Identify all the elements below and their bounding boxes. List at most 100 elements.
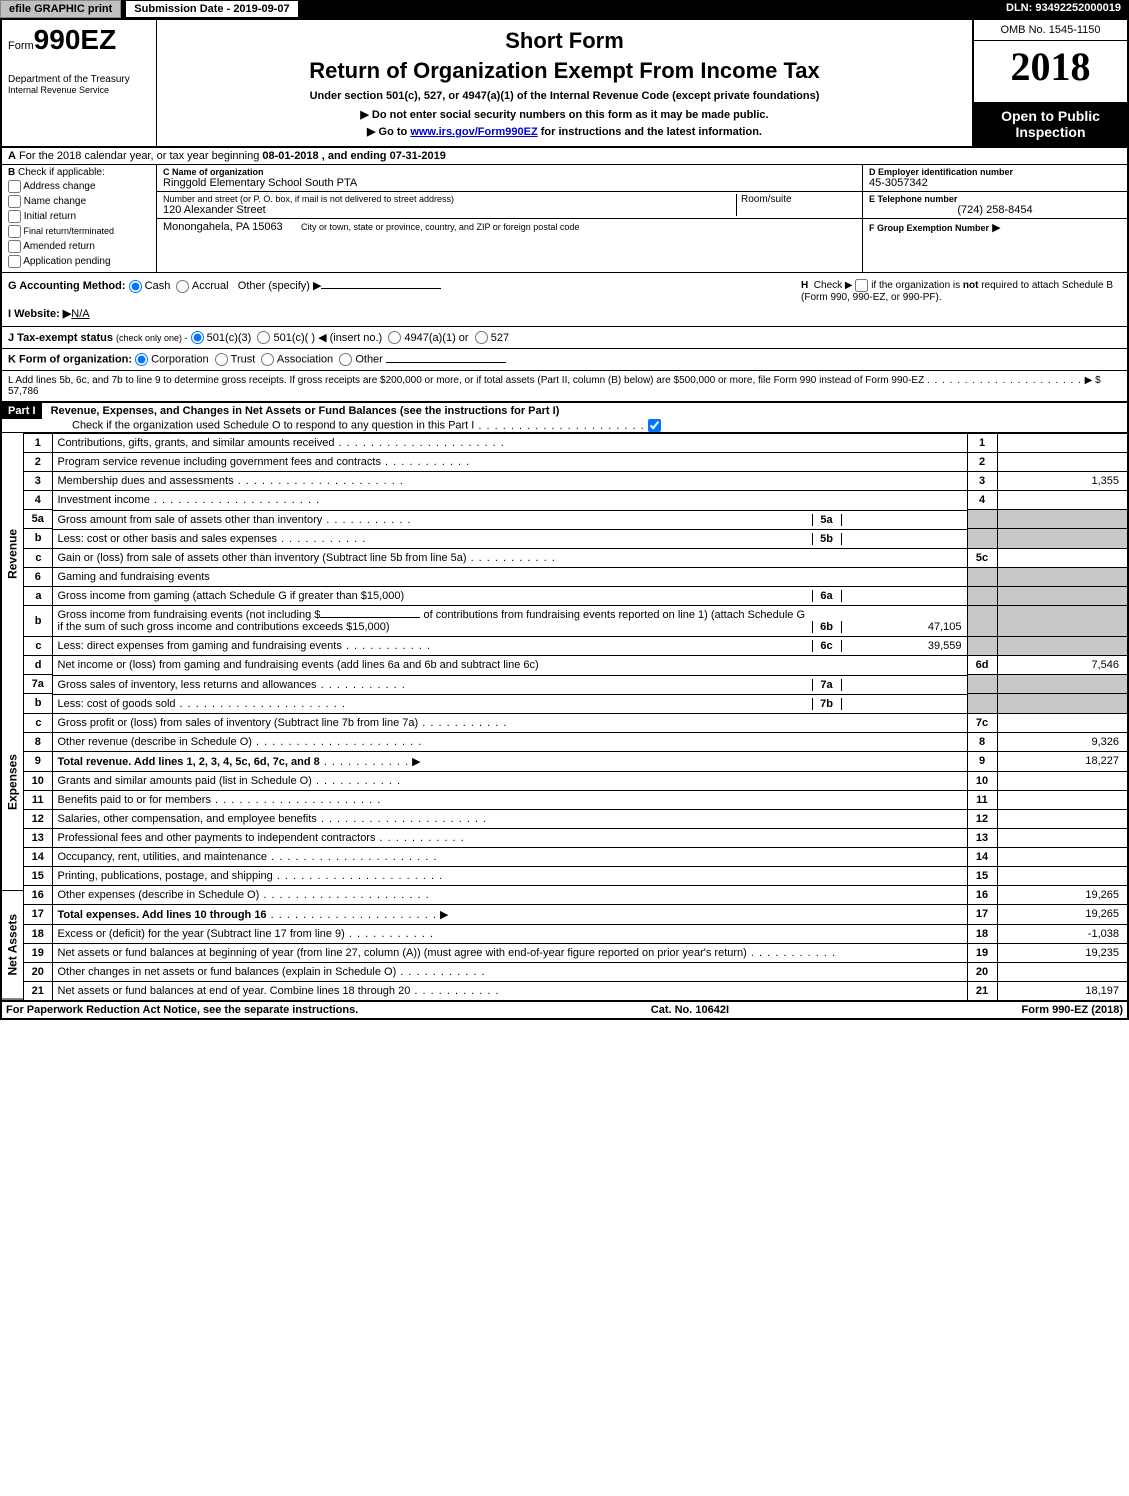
city: Monongahela, PA 15063 bbox=[163, 221, 283, 233]
l17-arrow-icon bbox=[437, 909, 449, 921]
line-1: 1Contributions, gifts, grants, and simil… bbox=[24, 434, 1127, 453]
side-revenue: Revenue bbox=[2, 433, 23, 675]
radio-assoc[interactable] bbox=[261, 353, 274, 366]
chk-initial-return[interactable]: Initial return bbox=[8, 210, 150, 223]
lbl-corp: Corporation bbox=[151, 354, 208, 366]
l4-desc: Investment income bbox=[58, 494, 150, 506]
lbl-other-org: Other bbox=[355, 354, 383, 366]
l15-val bbox=[997, 866, 1127, 885]
b-check-if: Check if applicable: bbox=[18, 167, 105, 178]
line-8: 8 Other revenue (describe in Schedule O) 8… bbox=[24, 732, 1127, 751]
l18-desc: Excess or (deficit) for the year (Subtra… bbox=[58, 928, 345, 940]
l18-num: 18 bbox=[24, 924, 52, 943]
line-4: 4Investment income4 bbox=[24, 491, 1127, 510]
line-18: 18 Excess or (deficit) for the year (Subt… bbox=[24, 924, 1127, 943]
l11-val bbox=[997, 790, 1127, 809]
line-11: 11Benefits paid to or for members11 bbox=[24, 790, 1127, 809]
l6c-mv: 39,559 bbox=[842, 640, 962, 652]
footer-cat: Cat. No. 10642I bbox=[358, 1004, 1021, 1016]
g-label: G Accounting Method: bbox=[8, 280, 126, 292]
chk-name-change[interactable]: Name change bbox=[8, 195, 150, 208]
l12-desc: Salaries, other compensation, and employ… bbox=[58, 813, 317, 825]
l14-val bbox=[997, 847, 1127, 866]
radio-other-org[interactable] bbox=[339, 353, 352, 366]
j-small: (check only one) - bbox=[116, 333, 188, 343]
l6b-rlbl bbox=[967, 605, 997, 636]
l8-desc: Other revenue (describe in Schedule O) bbox=[58, 736, 252, 748]
submission-date: Submission Date - 2019-09-07 bbox=[125, 0, 298, 18]
l6d-rlbl: 6d bbox=[967, 656, 997, 675]
l7b-rlbl bbox=[967, 694, 997, 714]
radio-corp[interactable] bbox=[135, 353, 148, 366]
line-14: 14Occupancy, rent, utilities, and mainte… bbox=[24, 847, 1127, 866]
l9-num: 9 bbox=[24, 751, 52, 771]
l3-val: 1,355 bbox=[997, 472, 1127, 491]
l6a-rlbl bbox=[967, 586, 997, 605]
l5a-rlbl bbox=[967, 510, 997, 529]
line-5a: 5aGross amount from sale of assets other… bbox=[24, 510, 1127, 529]
l12-rlbl: 12 bbox=[967, 809, 997, 828]
line-16: 16Other expenses (describe in Schedule O… bbox=[24, 885, 1127, 904]
footer-right: Form 990-EZ (2018) bbox=[1022, 1004, 1123, 1016]
a-end: 07-31-2019 bbox=[390, 150, 446, 162]
line-13: 13Professional fees and other payments t… bbox=[24, 828, 1127, 847]
side-expenses: Expenses bbox=[2, 675, 23, 891]
l6-val bbox=[997, 567, 1127, 586]
irs-link[interactable]: www.irs.gov/Form990EZ bbox=[410, 126, 537, 138]
l16-desc: Other expenses (describe in Schedule O) bbox=[58, 889, 260, 901]
l5a-val bbox=[997, 510, 1127, 529]
return-title: Return of Organization Exempt From Incom… bbox=[165, 58, 964, 84]
l5c-rlbl: 5c bbox=[967, 548, 997, 567]
radio-501c[interactable] bbox=[257, 331, 270, 344]
chk-amended-return[interactable]: Amended return bbox=[8, 240, 150, 253]
irs-label: Internal Revenue Service bbox=[8, 85, 150, 95]
efile-print-button[interactable]: efile GRAPHIC print bbox=[0, 0, 121, 18]
l17-val: 19,265 bbox=[997, 904, 1127, 924]
l5b-val bbox=[997, 529, 1127, 549]
radio-cash[interactable] bbox=[129, 280, 142, 293]
h-text1: if the organization is bbox=[871, 280, 963, 291]
l7b-mv bbox=[842, 698, 962, 710]
city-label: City or town, state or province, country… bbox=[301, 222, 579, 232]
l1-rlbl: 1 bbox=[967, 434, 997, 453]
radio-501c3[interactable] bbox=[191, 331, 204, 344]
l16-val: 19,265 bbox=[997, 885, 1127, 904]
l8-num: 8 bbox=[24, 732, 52, 751]
line-6: 6Gaming and fundraising events bbox=[24, 567, 1127, 586]
l21-desc: Net assets or fund balances at end of ye… bbox=[58, 985, 411, 997]
addr-label: Number and street (or P. O. box, if mail… bbox=[163, 194, 736, 204]
l-text: L Add lines 5b, 6c, and 7b to line 9 to … bbox=[8, 375, 924, 386]
l15-desc: Printing, publications, postage, and shi… bbox=[58, 870, 273, 882]
b-header: B bbox=[8, 167, 15, 178]
radio-accrual[interactable] bbox=[176, 280, 189, 293]
l19-desc: Net assets or fund balances at beginning… bbox=[58, 947, 747, 959]
l6a-m: 6a bbox=[812, 590, 842, 602]
l6b-blank bbox=[320, 617, 420, 618]
chk-h[interactable] bbox=[855, 279, 868, 292]
l6c-rlbl bbox=[967, 636, 997, 656]
h-prefix: H bbox=[801, 280, 808, 291]
l19-val: 19,235 bbox=[997, 943, 1127, 962]
chk-final-return[interactable]: Final return/terminated bbox=[8, 225, 150, 238]
instr-goto: ▶ Go to www.irs.gov/Form990EZ for instru… bbox=[165, 125, 964, 138]
l6b-num: b bbox=[24, 605, 52, 636]
l7a-rlbl bbox=[967, 675, 997, 694]
lbl-address-change: Address change bbox=[23, 181, 95, 192]
chk-schedule-o[interactable] bbox=[648, 419, 661, 432]
lbl-initial-return: Initial return bbox=[24, 211, 76, 222]
col-c: C Name of organization Ringgold Elementa… bbox=[157, 165, 862, 272]
footer-left: For Paperwork Reduction Act Notice, see … bbox=[6, 1004, 358, 1016]
a-prefix: A bbox=[8, 150, 16, 162]
l6a-mv bbox=[842, 590, 962, 602]
l18-val: -1,038 bbox=[997, 924, 1127, 943]
radio-527[interactable] bbox=[475, 331, 488, 344]
radio-4947[interactable] bbox=[388, 331, 401, 344]
l20-desc: Other changes in net assets or fund bala… bbox=[58, 966, 397, 978]
l8-rlbl: 8 bbox=[967, 732, 997, 751]
line-7b: bLess: cost of goods sold7b bbox=[24, 694, 1127, 714]
l9-desc: Total revenue. Add lines 1, 2, 3, 4, 5c,… bbox=[58, 756, 320, 768]
row-j: J Tax-exempt status (check only one) - 5… bbox=[2, 327, 1127, 350]
chk-address-change[interactable]: Address change bbox=[8, 180, 150, 193]
chk-application-pending[interactable]: Application pending bbox=[8, 255, 150, 268]
radio-trust[interactable] bbox=[215, 353, 228, 366]
